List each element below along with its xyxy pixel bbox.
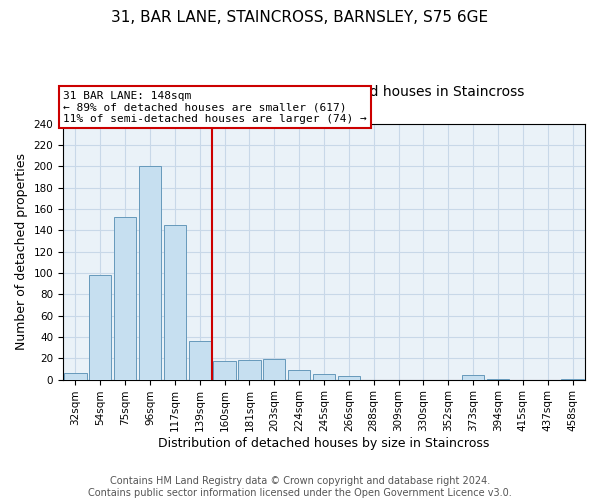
X-axis label: Distribution of detached houses by size in Staincross: Distribution of detached houses by size … — [158, 437, 490, 450]
Bar — [288, 370, 310, 380]
Bar — [313, 374, 335, 380]
Bar — [214, 362, 236, 380]
Bar — [263, 360, 286, 380]
Bar — [487, 378, 509, 380]
Bar — [562, 378, 584, 380]
Bar — [64, 373, 86, 380]
Bar — [462, 376, 484, 380]
Bar — [139, 166, 161, 380]
Bar — [188, 341, 211, 380]
Bar — [89, 275, 112, 380]
Bar — [238, 360, 260, 380]
Y-axis label: Number of detached properties: Number of detached properties — [15, 153, 28, 350]
Text: Contains HM Land Registry data © Crown copyright and database right 2024.
Contai: Contains HM Land Registry data © Crown c… — [88, 476, 512, 498]
Bar — [114, 216, 136, 380]
Title: Size of property relative to detached houses in Staincross: Size of property relative to detached ho… — [124, 85, 525, 99]
Bar — [164, 225, 186, 380]
Text: 31 BAR LANE: 148sqm
← 89% of detached houses are smaller (617)
11% of semi-detac: 31 BAR LANE: 148sqm ← 89% of detached ho… — [63, 90, 367, 124]
Bar — [338, 376, 360, 380]
Text: 31, BAR LANE, STAINCROSS, BARNSLEY, S75 6GE: 31, BAR LANE, STAINCROSS, BARNSLEY, S75 … — [112, 10, 488, 25]
